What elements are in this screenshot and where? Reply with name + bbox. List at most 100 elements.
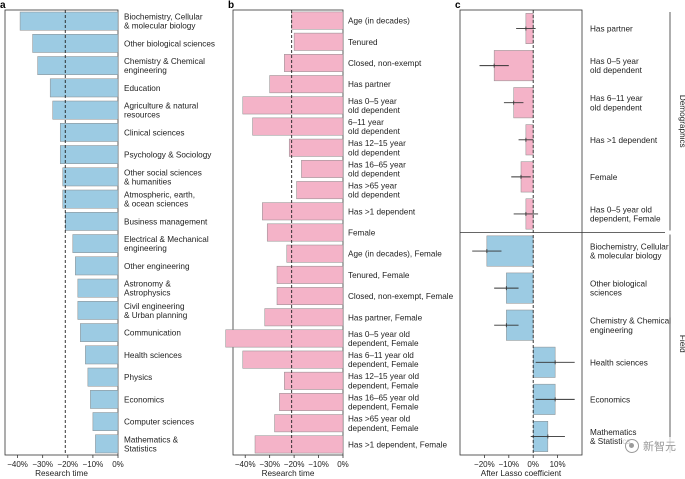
category-label-c-5-line: Has 0–5 year old: [590, 205, 652, 214]
bar-a-9: [65, 212, 119, 231]
category-label-b-13-line: Closed, non-exempt, Female: [348, 292, 454, 301]
bar-b-3: [269, 75, 344, 94]
category-label-a-18: Computer sciences: [124, 418, 194, 427]
x-tick-label: −10%: [83, 460, 104, 469]
bar-a-15: [85, 345, 119, 365]
category-label-a-6: Psychology & Sociology: [124, 151, 212, 160]
category-label-b-9: Has >1 dependent: [348, 207, 416, 216]
category-label-a-0-line: Biochemistry, Cellular: [124, 13, 203, 22]
category-label-a-19: Mathematics &Statistics: [124, 435, 179, 453]
category-label-b-6-line: Has 12–15 year: [348, 139, 406, 148]
bar-a-11: [75, 256, 119, 276]
category-label-c-11-line: Mathematics: [590, 428, 636, 437]
category-label-b-18-line: Has 16–65 year old: [348, 393, 419, 402]
category-label-a-3-line: Education: [124, 84, 161, 93]
category-label-c-6: Biochemistry, Cellular& molecular biolog…: [590, 242, 669, 260]
x-tick-label: 0%: [112, 460, 124, 469]
x-axis-label: After Lasso coefficient: [481, 469, 562, 478]
category-label-a-4-line: resources: [124, 111, 160, 120]
category-label-a-13-line: & Urban planning: [124, 311, 188, 320]
category-label-c-8-line: engineering: [590, 326, 633, 335]
category-label-a-10-line: Electrical & Mechanical: [124, 235, 209, 244]
category-label-c-3-line: Has >1 dependent: [590, 136, 658, 145]
bar-a-7: [62, 167, 119, 187]
category-label-c-6-line: Biochemistry, Cellular: [590, 242, 669, 251]
category-label-b-15-line: dependent, Female: [348, 339, 419, 348]
category-label-b-7-line: Has 16–65 year: [348, 160, 406, 169]
category-label-b-10: Female: [348, 229, 376, 238]
category-label-b-0: Age (in decades): [348, 17, 410, 26]
bar-b-18: [279, 393, 344, 411]
category-label-b-14-line: Has partner, Female: [348, 313, 423, 322]
category-label-a-2-line: Chemistry & Chemical: [124, 57, 205, 66]
category-label-a-5-line: Clinical sciences: [124, 128, 185, 137]
category-label-a-9-line: Business management: [124, 217, 208, 226]
category-label-b-16-line: Has 6–11 year old: [348, 351, 414, 360]
bar-b-0: [291, 11, 344, 30]
bar-a-0: [19, 11, 119, 31]
bar-b-11: [286, 244, 344, 263]
category-label-a-14: Communication: [124, 329, 181, 338]
category-label-a-19-line: Mathematics &: [124, 435, 179, 444]
x-axis-label: Research time: [35, 469, 88, 478]
category-label-b-7-line: old dependent: [348, 170, 401, 179]
category-label-c-7-line: Other biological: [590, 280, 647, 289]
category-label-a-4-line: Agriculture & natural: [124, 102, 198, 111]
bar-b-14: [264, 308, 344, 327]
category-label-a-8-line: & ocean sciences: [124, 200, 188, 209]
category-label-a-6-line: Psychology & Sociology: [124, 151, 212, 160]
category-label-a-13: Civil engineering& Urban planning: [124, 302, 188, 320]
category-label-a-17-line: Economics: [124, 395, 164, 404]
bar-a-1: [32, 34, 119, 53]
category-label-a-1-line: Other biological sciences: [124, 39, 215, 48]
category-label-b-10-line: Female: [348, 229, 376, 238]
x-tick-label: −10%: [308, 460, 329, 469]
category-label-b-12-line: Tenured, Female: [348, 271, 410, 280]
x-tick-label: −30%: [32, 460, 53, 469]
category-label-b-4-line: Has 0–5 year: [348, 97, 397, 106]
category-label-a-7-line: Other social sciences: [124, 168, 202, 177]
bar-a-8: [62, 189, 119, 209]
category-label-c-3: Has >1 dependent: [590, 136, 658, 145]
bar-b-6: [288, 138, 344, 157]
bar-b-13: [276, 287, 344, 306]
category-label-a-9: Business management: [124, 217, 208, 226]
category-label-c-6-line: & molecular biology: [590, 252, 662, 261]
category-label-b-19-line: Has >65 year old: [348, 415, 411, 424]
category-label-a-16: Physics: [124, 373, 152, 382]
bar-b-12: [276, 265, 344, 284]
x-tick-label: −20%: [284, 460, 305, 469]
category-label-a-3: Education: [124, 84, 161, 93]
bar-a-3: [49, 78, 119, 98]
bar-a-12: [77, 278, 119, 298]
category-label-a-11-line: Other engineering: [124, 262, 190, 271]
category-label-a-7: Other social sciences& humanities: [124, 168, 202, 186]
category-label-a-17: Economics: [124, 395, 164, 404]
category-label-a-2-line: engineering: [124, 66, 167, 75]
category-label-b-3: Has partner: [348, 80, 391, 89]
bar-b-9: [262, 202, 344, 221]
bar-b-8: [296, 181, 344, 200]
bar-a-2: [37, 56, 119, 75]
category-label-b-13: Closed, non-exempt, Female: [348, 292, 454, 301]
category-label-a-0-line: & molecular biology: [124, 22, 196, 31]
plot-frame: [4, 9, 119, 456]
category-label-b-8-line: old dependent: [348, 191, 401, 200]
category-label-b-17-line: Has 12–15 year old: [348, 372, 419, 381]
category-label-c-0-line: Has partner: [590, 25, 633, 34]
category-label-a-15-line: Health sciences: [124, 351, 182, 360]
category-label-b-5-line: old dependent: [348, 127, 401, 136]
category-label-b-11-line: Age (in decades), Female: [348, 250, 442, 259]
category-label-b-12: Tenured, Female: [348, 271, 410, 280]
category-label-b-0-line: Age (in decades): [348, 17, 410, 26]
